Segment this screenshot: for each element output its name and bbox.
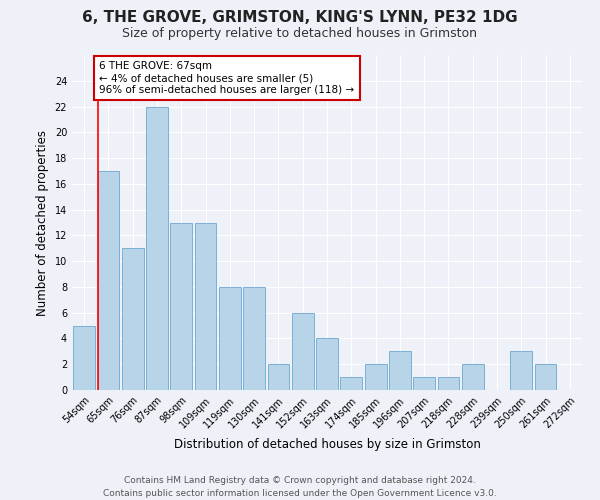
Bar [170,222,192,390]
Y-axis label: Number of detached properties: Number of detached properties [36,130,49,316]
Bar [389,352,411,390]
Bar [292,312,314,390]
Bar [437,377,460,390]
Bar [340,377,362,390]
X-axis label: Distribution of detached houses by size in Grimston: Distribution of detached houses by size … [173,438,481,451]
Bar [243,287,265,390]
Bar [462,364,484,390]
Bar [73,326,95,390]
Bar [122,248,143,390]
Text: Size of property relative to detached houses in Grimston: Size of property relative to detached ho… [122,28,478,40]
Bar [365,364,386,390]
Bar [268,364,289,390]
Bar [219,287,241,390]
Text: Contains HM Land Registry data © Crown copyright and database right 2024.
Contai: Contains HM Land Registry data © Crown c… [103,476,497,498]
Bar [316,338,338,390]
Bar [511,352,532,390]
Bar [97,171,119,390]
Bar [146,106,168,390]
Text: 6 THE GROVE: 67sqm
← 4% of detached houses are smaller (5)
96% of semi-detached : 6 THE GROVE: 67sqm ← 4% of detached hous… [99,62,355,94]
Text: 6, THE GROVE, GRIMSTON, KING'S LYNN, PE32 1DG: 6, THE GROVE, GRIMSTON, KING'S LYNN, PE3… [82,10,518,25]
Bar [413,377,435,390]
Bar [194,222,217,390]
Bar [535,364,556,390]
